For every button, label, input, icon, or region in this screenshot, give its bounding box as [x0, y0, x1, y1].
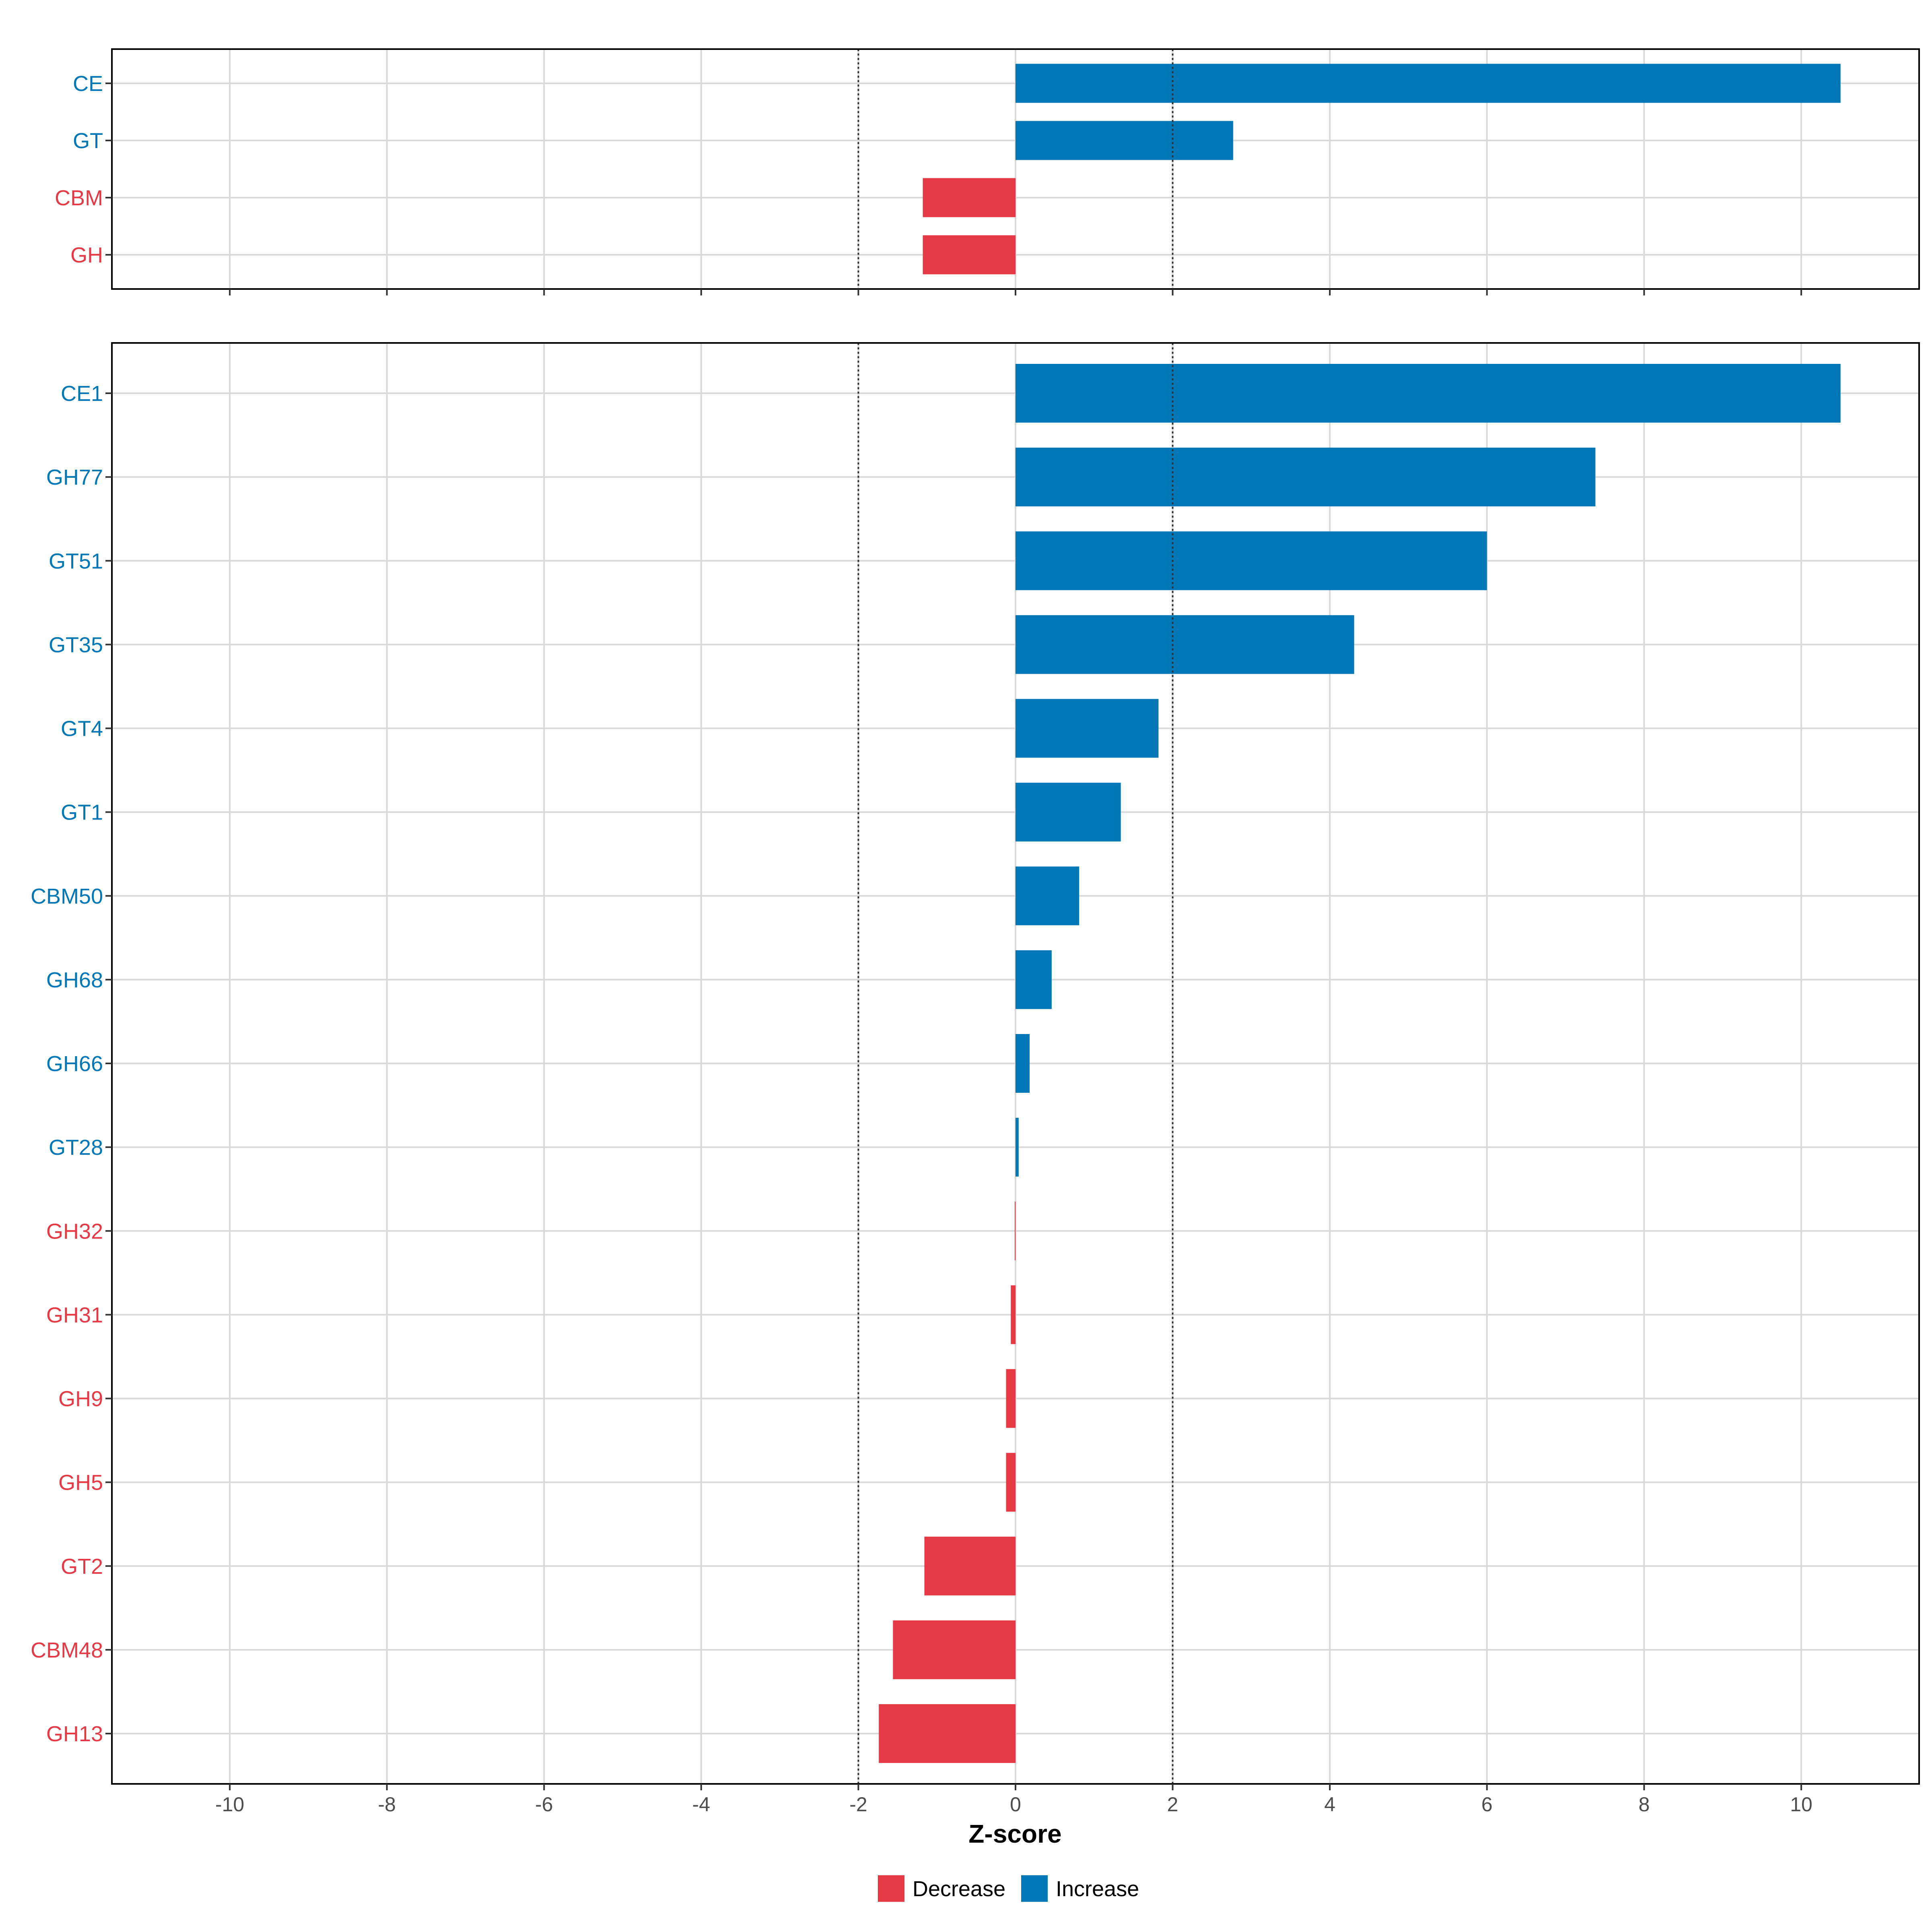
- bottom-category-label: GH13: [46, 1722, 103, 1746]
- bottom-category-label: CE1: [61, 382, 103, 406]
- bottom-bar-cbm48: [893, 1620, 1016, 1679]
- bottom-bar-gh32: [1015, 1201, 1016, 1261]
- bottom-bar-gh66: [1016, 1034, 1030, 1093]
- legend-swatch-decrease: [878, 1875, 904, 1902]
- top-bar-ce: [1016, 64, 1841, 103]
- x-tick-label: 0: [1010, 1793, 1021, 1816]
- x-axis-title: Z-score: [968, 1819, 1061, 1848]
- x-tick-label: -10: [215, 1793, 244, 1816]
- bottom-category-label: GT51: [49, 549, 103, 573]
- x-tick-label: 8: [1639, 1793, 1650, 1816]
- bottom-bar-gh5: [1006, 1453, 1016, 1512]
- bottom-bar-gh9: [1006, 1369, 1016, 1428]
- x-tick-label: 2: [1167, 1793, 1179, 1816]
- bottom-category-label: GH31: [46, 1303, 103, 1327]
- bottom-panel: CE1 GH77 GT51 GT35 GT4 GT1 CBM50 GH68 GH66 GT28 GH…: [31, 342, 1920, 1790]
- top-category-label: GT: [73, 129, 103, 153]
- bottom-bar-gt1: [1016, 782, 1121, 842]
- x-tick-label: 10: [1790, 1793, 1812, 1816]
- bottom-category-label: GT2: [61, 1554, 103, 1579]
- bottom-bar-gh68: [1016, 950, 1052, 1009]
- bottom-bar-gh77: [1016, 448, 1596, 507]
- top-bar-gt: [1016, 121, 1233, 160]
- top-category-label: GH: [70, 243, 103, 267]
- bottom-category-label: GT4: [61, 717, 103, 741]
- x-tick-label: -4: [692, 1793, 710, 1816]
- top-bar-gh: [923, 235, 1016, 275]
- bottom-bar-gt28: [1016, 1118, 1019, 1177]
- x-tick-label: 4: [1324, 1793, 1335, 1816]
- bottom-category-label: GH9: [58, 1387, 103, 1411]
- legend-label-increase: Increase: [1056, 1877, 1139, 1901]
- bottom-category-label: CBM50: [31, 884, 103, 908]
- x-tick-label: -2: [849, 1793, 867, 1816]
- bottom-bar-gt51: [1016, 531, 1487, 590]
- x-tick-label: 6: [1481, 1793, 1492, 1816]
- top-category-label: CBM: [55, 186, 103, 210]
- bottom-category-label: GH66: [46, 1052, 103, 1076]
- bottom-category-label: GT28: [49, 1135, 103, 1160]
- bottom-bar-gh31: [1011, 1285, 1016, 1344]
- bottom-category-label: CBM48: [31, 1638, 103, 1662]
- legend: Decrease Increase: [878, 1875, 1139, 1902]
- top-category-label: CE: [73, 72, 103, 96]
- x-axis: -10 -8 -6 -4 -2 0 2 4 6 8 10: [215, 1793, 1812, 1816]
- bottom-category-label: GT1: [61, 801, 103, 825]
- bottom-category-label: GH77: [46, 465, 103, 489]
- bottom-category-label: GH32: [46, 1219, 103, 1243]
- legend-label-decrease: Decrease: [912, 1877, 1005, 1901]
- bottom-category-label: GT35: [49, 633, 103, 657]
- bottom-category-label: GH5: [58, 1471, 103, 1495]
- x-tick-label: -6: [535, 1793, 553, 1816]
- bottom-bar-cbm50: [1016, 866, 1080, 925]
- bottom-bar-gt2: [924, 1536, 1016, 1596]
- bottom-bar-ce1: [1016, 364, 1841, 423]
- bottom-bar-gt4: [1016, 699, 1159, 758]
- bottom-bar-gh13: [879, 1704, 1016, 1763]
- bottom-category-label: GH68: [46, 968, 103, 992]
- top-panel: CE GT CBM GH: [55, 48, 1920, 295]
- top-bar-cbm: [923, 178, 1016, 217]
- x-tick-label: -8: [378, 1793, 396, 1816]
- bottom-bar-gt35: [1016, 615, 1354, 674]
- legend-swatch-increase: [1021, 1875, 1048, 1902]
